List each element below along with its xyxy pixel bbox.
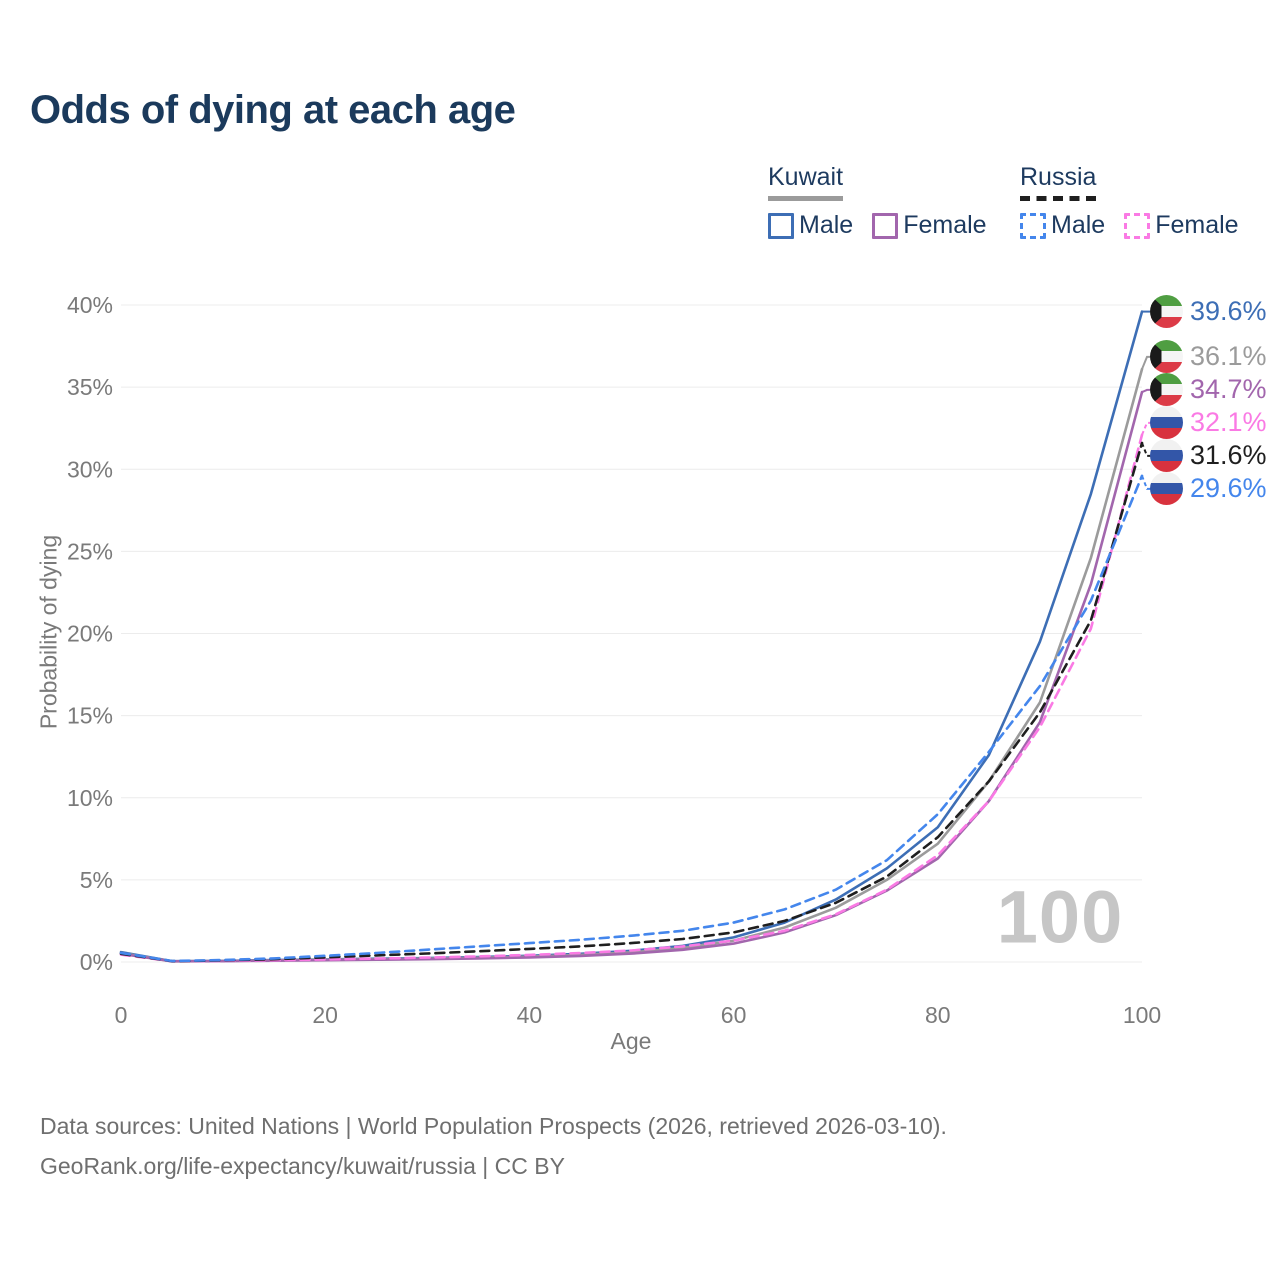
end-label-value: 32.1% [1190,406,1267,437]
footer-data-sources: Data sources: United Nations | World Pop… [40,1113,947,1139]
y-axis-title: Probability of dying [35,534,62,730]
end-label-russia-both-sexes: 31.6% [1150,438,1267,472]
legend-group-kuwait: Kuwait Male Female [768,163,987,240]
legend-swatch-russia-male [1020,212,1046,239]
y-tick-label: 30% [67,456,113,482]
x-tick-label: 0 [115,1002,128,1028]
kuwait-flag-icon [1150,339,1183,373]
x-axis-title: Age [610,1028,652,1054]
y-tick-label: 5% [80,867,113,893]
end-label-russia-female: 32.1% [1150,405,1267,439]
legend-item-kuwait-male[interactable]: Male [768,211,853,240]
label-connector-russia-both-sexes [1141,442,1151,457]
legend-item-label: Female [903,211,987,239]
series-line-russia-female[interactable] [119,433,1144,963]
legend-swatch-kuwait-female [872,212,899,239]
series-line-kuwait-female[interactable] [119,390,1144,963]
y-tick-label: 35% [67,374,113,400]
y-tick-label: 15% [67,703,113,729]
russia-flag-icon [1150,471,1183,505]
y-tick-label: 10% [67,785,113,811]
x-tick-label: 100 [1123,1002,1161,1028]
series-line-kuwait-male[interactable] [119,310,1144,963]
legend-item-russia-male[interactable]: Male [1020,211,1105,240]
end-label-kuwait-male: 39.6% [1150,294,1267,328]
age-watermark: 100 [996,875,1124,959]
label-connector-russia-female [1141,421,1151,436]
legend-group-russia: Russia Male Female [1020,163,1239,240]
footer-attribution: GeoRank.org/life-expectancy/kuwait/russi… [40,1153,565,1179]
x-tick-label: 80 [925,1002,951,1028]
legend-item-kuwait-female[interactable]: Female [872,211,987,240]
legend-item-label: Male [1051,211,1106,239]
legend-swatch-russia-female [1124,212,1151,239]
label-connector-kuwait-both-sexes [1141,355,1151,370]
y-tick-label: 0% [80,949,113,975]
x-tick-label: 60 [721,1002,747,1028]
legend-country-kuwait: Kuwait [768,163,844,201]
series-line-russia-male[interactable] [119,474,1144,963]
end-label-value: 31.6% [1190,439,1267,470]
label-connector-russia-male [1141,475,1151,490]
russia-flag-icon [1150,405,1183,439]
end-label-russia-male: 29.6% [1150,471,1267,505]
x-tick-label: 20 [312,1002,338,1028]
end-label-kuwait-female: 34.7% [1150,372,1267,406]
kuwait-flag-icon [1150,294,1183,328]
legend-swatch-kuwait-male [768,212,794,239]
end-label-value: 34.7% [1190,373,1267,404]
russia-flag-icon [1150,438,1183,472]
kuwait-flag-icon [1150,372,1183,406]
series-line-russia-both-sexes[interactable] [119,441,1144,963]
series-line-kuwait-both-sexes[interactable] [119,367,1144,963]
footer: Data sources: United Nations | World Pop… [40,1106,947,1186]
end-label-value: 39.6% [1190,295,1267,326]
y-tick-label: 20% [67,621,113,647]
end-label-kuwait-both-sexes: 36.1% [1150,339,1267,373]
legend-item-label: Male [799,211,854,239]
legend-item-russia-female[interactable]: Female [1124,211,1239,240]
legend-item-label: Female [1155,211,1239,239]
end-label-value: 36.1% [1190,340,1267,371]
label-connector-kuwait-female [1141,388,1151,394]
legend-country-russia: Russia [1020,163,1097,201]
y-tick-label: 25% [67,538,113,564]
y-tick-label: 40% [67,292,113,318]
page-title: Odds of dying at each age [30,88,516,132]
end-label-value: 29.6% [1190,472,1267,503]
x-tick-label: 40 [517,1002,543,1028]
